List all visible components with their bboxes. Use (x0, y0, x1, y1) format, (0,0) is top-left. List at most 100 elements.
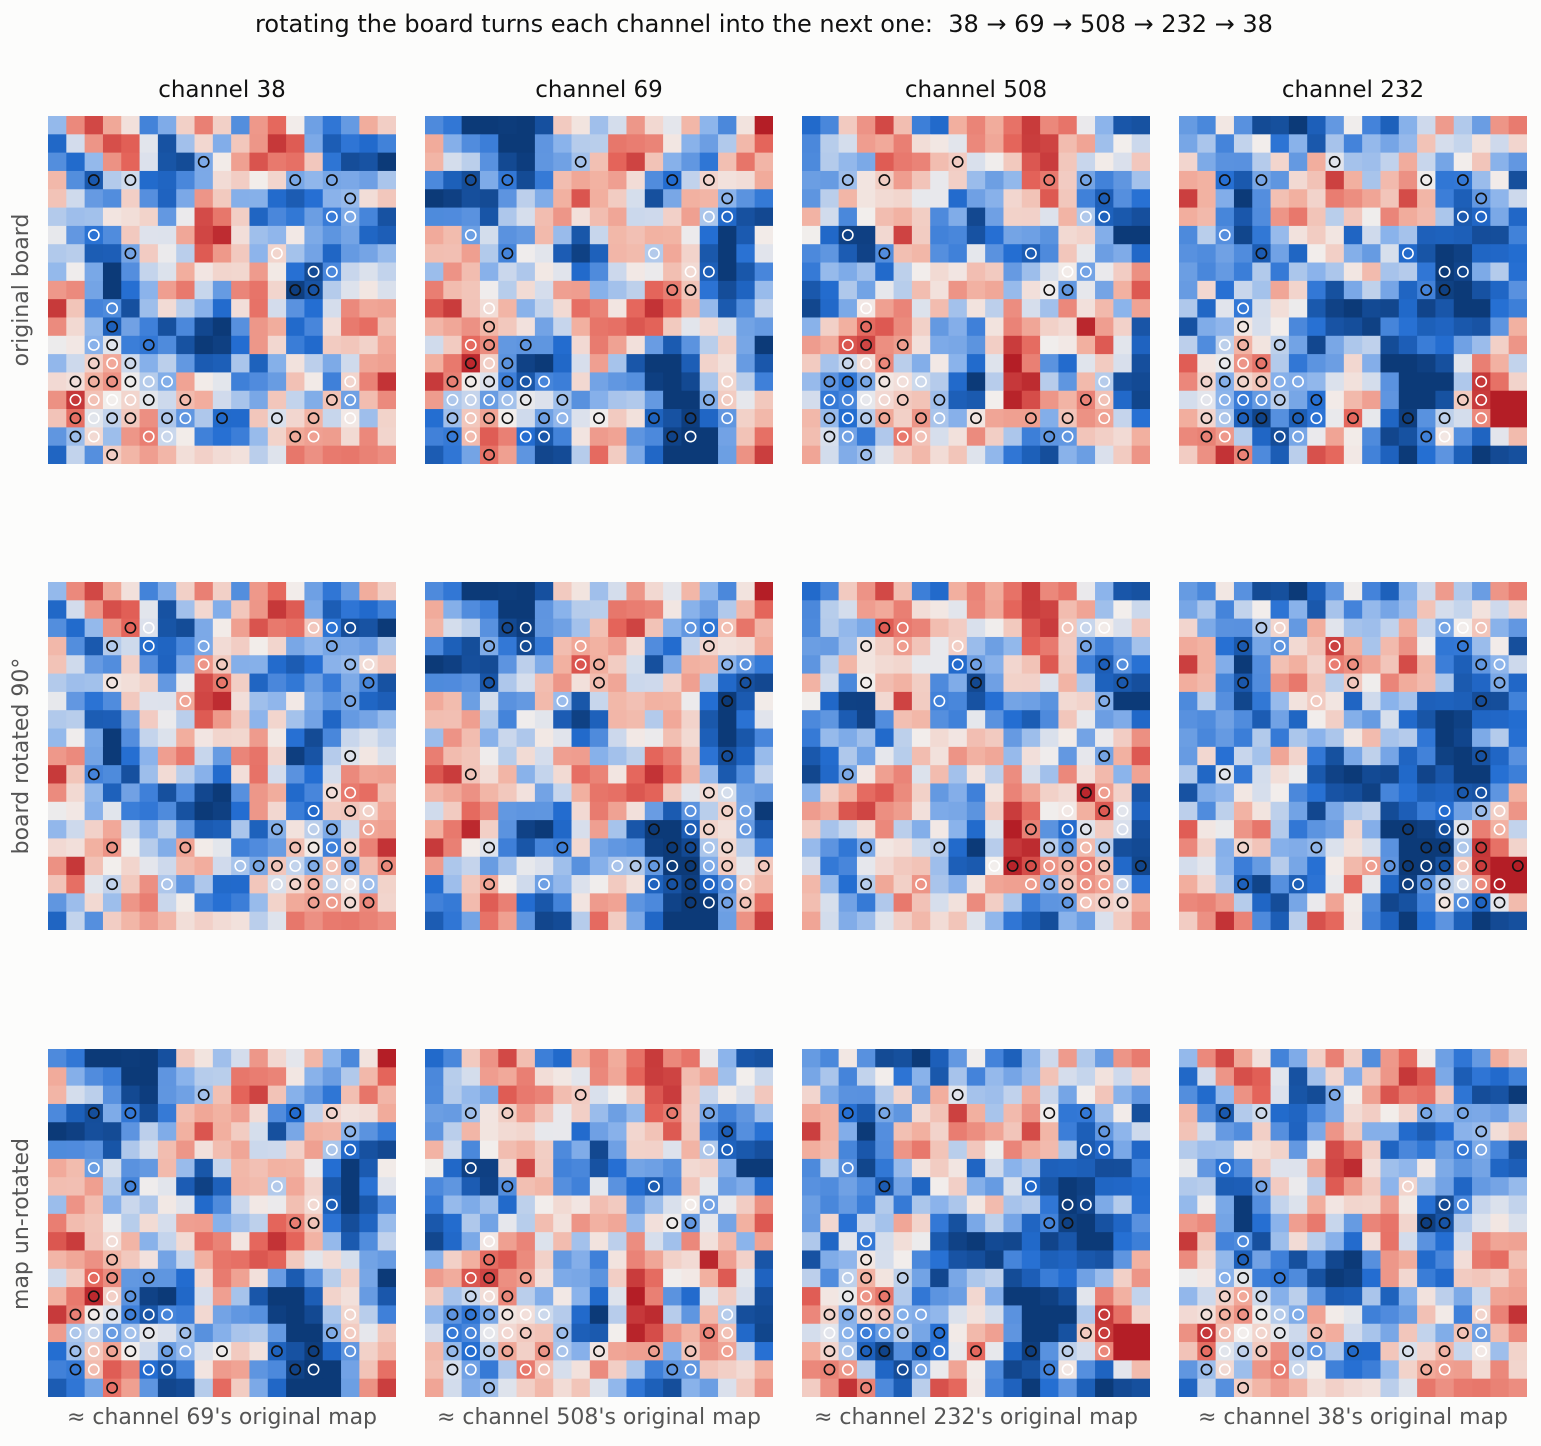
heatmap-cell (286, 1213, 305, 1233)
heatmap-cell (985, 1360, 1004, 1380)
heatmap-cell (377, 189, 396, 208)
heatmap-cell (1040, 390, 1059, 410)
heatmap-cell (1131, 427, 1150, 447)
black-stone-marker (1134, 859, 1147, 872)
heatmap-cell (121, 1378, 140, 1397)
heatmap-cell (304, 691, 324, 711)
heatmap-cell (1307, 152, 1326, 172)
heatmap-cell (1490, 207, 1510, 227)
heatmap-cell (985, 390, 1004, 410)
heatmap-cell (893, 1305, 913, 1325)
heatmap-cell (838, 600, 858, 620)
heatmap-cell (608, 1360, 627, 1380)
heatmap-cell (121, 207, 140, 227)
heatmap-cell (286, 801, 305, 821)
heatmap-cell (194, 893, 214, 913)
heatmap-cell (1307, 1213, 1326, 1233)
heatmap-cell (1270, 427, 1290, 447)
white-stone-marker (87, 1272, 100, 1284)
heatmap-cell (1021, 354, 1041, 373)
heatmap-cell (1076, 390, 1096, 410)
black-stone-marker (1079, 823, 1092, 836)
heatmap-cell (644, 390, 664, 410)
heatmap-cell (212, 893, 232, 913)
heatmap-cell (1270, 1250, 1290, 1270)
heatmap-cell (1417, 1067, 1436, 1087)
white-stone-marker (915, 1363, 927, 1376)
heatmap-cell (534, 335, 554, 355)
white-stone-marker (1328, 640, 1341, 653)
heatmap-cell (948, 1360, 968, 1380)
black-stone-marker (1218, 1107, 1231, 1120)
heatmap-cell (121, 1268, 140, 1288)
heatmap-cell (718, 1158, 737, 1178)
heatmap-cell (644, 317, 664, 337)
heatmap-cell (1076, 893, 1096, 913)
heatmap-cell (479, 856, 499, 876)
heatmap-cell (1490, 1305, 1510, 1325)
heatmap-cell (359, 582, 379, 601)
heatmap-cell (516, 1122, 536, 1141)
black-stone-marker (106, 1272, 119, 1284)
heatmap-cell (479, 1085, 499, 1105)
heatmap-cell (286, 1049, 305, 1068)
heatmap-cell (1417, 1323, 1436, 1343)
heatmap-cell (985, 207, 1004, 227)
heatmap-cell (377, 409, 396, 428)
heatmap-cell (1435, 1195, 1455, 1215)
heatmap-cell (461, 673, 481, 693)
heatmap-cell (1343, 710, 1363, 729)
heatmap-cell (985, 911, 1004, 930)
heatmap-cell (911, 655, 931, 674)
heatmap-cell (1307, 1268, 1326, 1288)
heatmap-cell (1040, 1213, 1059, 1233)
heatmap-cell (212, 207, 232, 227)
heatmap-cell (1362, 618, 1381, 638)
heatmap-cell (681, 1378, 701, 1397)
heatmap-cell (1362, 116, 1381, 135)
heatmap-cell (231, 728, 250, 748)
heatmap-cell (66, 1177, 86, 1196)
heatmap-cell (930, 783, 949, 803)
heatmap-cell (84, 1067, 104, 1087)
heatmap-cell (1453, 783, 1473, 803)
heatmap-cell (249, 427, 269, 447)
heatmap-cell (304, 189, 324, 208)
heatmap-cell (820, 838, 840, 858)
heatmap-cell (1095, 1158, 1114, 1178)
heatmap-cell (1435, 1085, 1455, 1105)
heatmap-cell (1508, 409, 1527, 428)
heatmap-cell (802, 1049, 821, 1068)
heatmap-cell (1508, 691, 1527, 711)
black-stone-marker (1061, 1217, 1074, 1229)
white-stone-marker (307, 1363, 320, 1376)
heatmap-cell (1417, 765, 1436, 784)
heatmap-cell (699, 1287, 719, 1306)
heatmap-cell (1325, 445, 1345, 464)
heatmap-cell (589, 372, 609, 392)
heatmap-cell (157, 1305, 177, 1325)
heatmap-cell (66, 1140, 86, 1160)
heatmap-cell (1288, 728, 1308, 748)
heatmap-cell (479, 1250, 499, 1270)
black-stone-marker (106, 640, 119, 653)
heatmap-cell (820, 728, 840, 748)
white-stone-marker (739, 658, 752, 671)
heatmap-cell (1398, 225, 1418, 245)
heatmap-cell (1362, 746, 1381, 766)
heatmap-cell (856, 911, 876, 930)
heatmap-cell (1095, 1287, 1114, 1306)
black-stone-marker (483, 412, 496, 425)
heatmap-cell (608, 728, 627, 748)
heatmap-cell (802, 427, 821, 447)
heatmap-cell (212, 1140, 232, 1160)
heatmap-cell (1380, 1049, 1400, 1068)
heatmap-cell (553, 600, 572, 620)
heatmap-cell (948, 1140, 968, 1160)
heatmap-cell (304, 655, 324, 674)
heatmap-cell (1417, 582, 1436, 601)
heatmap-cell (498, 1213, 517, 1233)
heatmap-cell (443, 746, 463, 766)
heatmap-cell (875, 856, 894, 876)
heatmap-cell (212, 1177, 232, 1196)
